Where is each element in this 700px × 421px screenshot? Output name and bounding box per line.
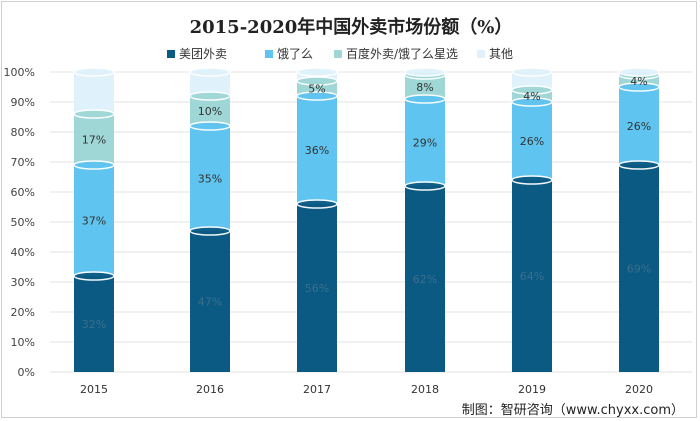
bar-segment [619, 87, 659, 165]
x-tick-label: 2020 [625, 383, 653, 396]
data-label: 64% [520, 270, 544, 283]
legend-swatch [477, 50, 485, 58]
bar-cap [73, 160, 115, 170]
x-tick-label: 2017 [303, 383, 331, 396]
bar-cap [73, 109, 115, 119]
data-label: 47% [198, 296, 222, 309]
bar-cap [189, 67, 231, 77]
bar-cap [404, 94, 446, 104]
bars: 32% 37% 17% 47% 35% 10% 56% 36% 5% 62% 29% 8% 64% 26%… [73, 67, 660, 372]
y-axis: 0% 10% 20% 30% 40% 50% 60% 70% 80% 90% 100% [4, 66, 692, 379]
y-tick-label: 50% [11, 216, 35, 229]
bar-segment [405, 186, 445, 372]
bar-segment [190, 96, 230, 126]
y-tick-label: 40% [11, 246, 35, 259]
bar-cap [189, 226, 231, 236]
data-label: 8% [416, 81, 433, 94]
data-label: 37% [82, 215, 106, 228]
bar-cap [511, 175, 553, 185]
bar-segment [190, 231, 230, 372]
bar-cap [511, 97, 553, 107]
legend-swatch [334, 50, 342, 58]
bar-cap [296, 91, 338, 101]
data-label: 29% [413, 137, 437, 150]
bar-segment [512, 180, 552, 372]
legend-label: 美团外卖 [179, 47, 227, 61]
x-tick-label: 2016 [196, 383, 224, 396]
x-tick-label: 2019 [518, 383, 546, 396]
legend-label: 饿了么 [277, 47, 313, 61]
chart-title: 2015-2020年中国外卖市场份额（%） [190, 16, 513, 38]
bar-cap [296, 199, 338, 209]
x-axis: 2015 2016 2017 2018 2019 2020 [80, 383, 653, 396]
data-label: 36% [305, 144, 329, 157]
y-tick-label: 30% [11, 276, 35, 289]
bar-cap [296, 76, 338, 86]
bar-segment [190, 126, 230, 231]
y-tick-label: 10% [11, 336, 35, 349]
data-label: 35% [198, 173, 222, 186]
legend: 美团外卖 饿了么 百度外卖/饿了么星选 其他 [167, 46, 513, 61]
data-label: 26% [627, 120, 651, 133]
y-tick-label: 20% [11, 306, 35, 319]
bar-segment [512, 102, 552, 180]
data-label: 69% [627, 263, 651, 276]
bar-segment [512, 72, 552, 90]
bar-cap [189, 91, 231, 101]
bar-cap [511, 85, 553, 95]
bar-cap [189, 121, 231, 131]
bar-segment [297, 96, 337, 204]
legend-swatch [167, 50, 175, 58]
legend-label: 其他 [489, 47, 513, 61]
bar-cap [296, 67, 338, 77]
legend-swatch [265, 50, 273, 58]
x-tick-label: 2015 [80, 383, 108, 396]
bar-segment [74, 72, 114, 114]
bar-cap [73, 271, 115, 281]
y-tick-label: 0% [18, 366, 35, 379]
y-tick-label: 60% [11, 186, 35, 199]
bar-segment [405, 99, 445, 186]
bar-cap [618, 82, 660, 92]
data-label: 4% [523, 90, 540, 103]
data-label: 4% [630, 75, 647, 88]
bar-cap [618, 67, 660, 77]
bar-cap [618, 160, 660, 170]
data-label: 17% [82, 134, 106, 147]
bar-cap [511, 67, 553, 77]
data-label: 10% [198, 105, 222, 118]
source-credit: 制图：智研咨询（www.chyxx.com） [461, 403, 684, 418]
bar-segment [619, 165, 659, 372]
data-label: 5% [308, 83, 325, 96]
legend-label: 百度外卖/饿了么星选 [346, 46, 458, 61]
x-tick-label: 2018 [411, 383, 439, 396]
y-tick-label: 80% [11, 126, 35, 139]
data-label: 32% [82, 318, 106, 331]
bar-segment [74, 165, 114, 276]
y-tick-label: 90% [11, 96, 35, 109]
bar-segment [74, 114, 114, 165]
y-tick-label: 70% [11, 156, 35, 169]
data-label: 56% [305, 282, 329, 295]
data-label: 62% [413, 273, 437, 286]
bar-segment [74, 276, 114, 372]
data-label: 26% [520, 135, 544, 148]
bar-cap [404, 181, 446, 191]
y-tick-label: 100% [4, 66, 35, 79]
bar-segment [297, 204, 337, 372]
bar-cap [73, 67, 115, 77]
bar-cap [404, 67, 446, 77]
